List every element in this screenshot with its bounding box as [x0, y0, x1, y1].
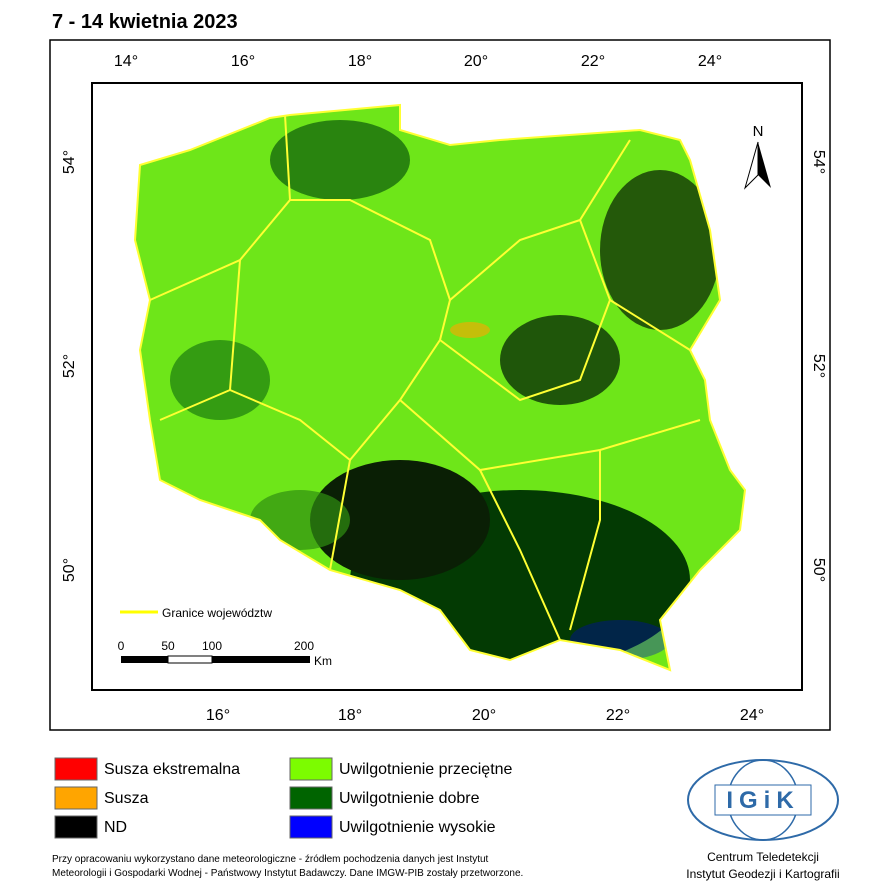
scale-bar: [121, 655, 310, 664]
raster-patch: [500, 315, 620, 405]
north-arrow: N: [743, 123, 771, 190]
scale-label: 0: [118, 639, 125, 653]
scale-segment: [121, 656, 168, 663]
outer-frame: [49, 39, 831, 731]
legend-label: Uwilgotnienie wysokie: [339, 819, 496, 836]
raster-patch: [450, 322, 490, 338]
institute: Centrum Teledetekcji Instytut Geodezji i …: [686, 850, 839, 881]
scale-segment: [167, 655, 213, 664]
right-label: 52°: [810, 354, 827, 378]
bottom-label: 18°: [338, 707, 362, 724]
logo: IGiK: [687, 759, 839, 841]
legend-swatch: [289, 815, 333, 839]
scale-label: 200: [294, 639, 314, 653]
footnote-line: Meteorologii i Gospodarki Wodnej - Państ…: [52, 868, 523, 879]
legend-swatch: [54, 757, 98, 781]
legend-label: ND: [104, 819, 127, 836]
top-label: 24°: [698, 53, 722, 70]
border-legend-label: Granice województw: [162, 606, 272, 620]
legend: Susza ekstremalna Susza ND Uwilgotnienie pr…: [54, 757, 513, 839]
top-label: 22°: [581, 53, 605, 70]
legend-label: Susza: [104, 790, 149, 807]
logo-box: [714, 784, 812, 816]
footnote-line: Przy opracowaniu wykorzystano dane meteo…: [52, 854, 489, 865]
right-label: 50°: [810, 558, 827, 582]
left-label: 52°: [61, 354, 78, 378]
province-borders: [133, 103, 747, 672]
legend-swatch: [289, 786, 333, 810]
legend-label: Uwilgotnienie przeciętne: [339, 761, 513, 778]
graticule-labels: 14° 16° 18° 20° 22° 24° 16° 18° 20° 22° 24° 54° 52° 5…: [61, 53, 827, 724]
institute-line: Centrum Teledetekcji: [707, 850, 819, 864]
legend-label: Susza ekstremalna: [104, 761, 240, 778]
logo-text: IGiK: [726, 787, 799, 814]
raster-patch: [270, 120, 410, 200]
legend-swatch: [289, 757, 333, 781]
scale-label: 100: [202, 639, 222, 653]
top-label: 14°: [114, 53, 138, 70]
bottom-label: 22°: [606, 707, 630, 724]
legend-swatch: [54, 786, 98, 810]
right-label: 54°: [810, 150, 827, 174]
north-arrow-right: [758, 142, 771, 188]
north-label: N: [753, 123, 764, 140]
scale-label: 50: [161, 639, 175, 653]
scale-segment: [212, 656, 310, 663]
raster-patch: [310, 460, 490, 580]
scale-unit: Km: [314, 654, 332, 668]
bottom-label: 20°: [472, 707, 496, 724]
top-label: 16°: [231, 53, 255, 70]
raster-patch: [170, 340, 270, 420]
institute-line: Instytut Geodezji i Kartografii: [686, 867, 839, 881]
raster-patch: [600, 170, 720, 330]
left-label: 54°: [61, 150, 78, 174]
bottom-label: 24°: [740, 707, 764, 724]
bottom-label: 16°: [206, 707, 230, 724]
footnote: Przy opracowaniu wykorzystano dane meteo…: [52, 854, 523, 879]
legend-label: Uwilgotnienie dobre: [339, 790, 480, 807]
top-label: 18°: [348, 53, 372, 70]
title: 7 - 14 kwietnia 2023: [52, 11, 238, 33]
top-label: 20°: [464, 53, 488, 70]
left-label: 50°: [61, 558, 78, 582]
legend-swatch: [54, 815, 98, 839]
